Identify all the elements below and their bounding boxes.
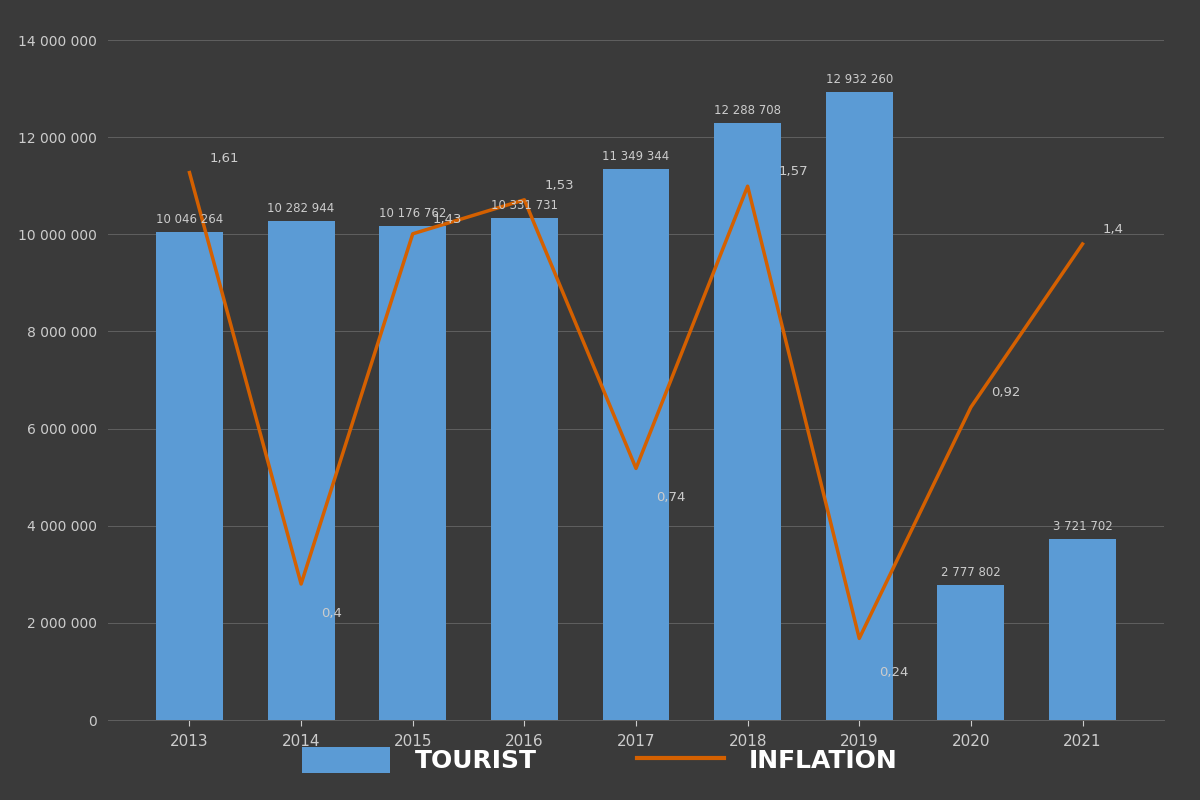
INFLATION <box>182 168 197 178</box>
Text: 10 176 762: 10 176 762 <box>379 207 446 220</box>
Bar <box>714 123 781 720</box>
INFLATION <box>294 579 308 589</box>
Text: 0,24: 0,24 <box>880 666 908 679</box>
Text: 1,4: 1,4 <box>1103 223 1123 236</box>
Text: 0,92: 0,92 <box>991 386 1020 399</box>
Text: 10 331 731: 10 331 731 <box>491 199 558 212</box>
Text: 0,4: 0,4 <box>322 606 342 620</box>
Bar <box>826 92 893 720</box>
INFLATION <box>964 402 978 412</box>
Text: 1,61: 1,61 <box>210 151 239 165</box>
Bar <box>379 226 446 720</box>
Bar <box>1049 539 1116 720</box>
Legend: TOURIST, INFLATION: TOURIST, INFLATION <box>292 738 908 783</box>
Text: 1,53: 1,53 <box>545 178 574 192</box>
Text: 12 932 260: 12 932 260 <box>826 73 893 86</box>
Text: 0,74: 0,74 <box>656 491 685 504</box>
Text: 1,43: 1,43 <box>433 213 462 226</box>
Text: 11 349 344: 11 349 344 <box>602 150 670 163</box>
Text: 12 288 708: 12 288 708 <box>714 104 781 118</box>
Text: 10 282 944: 10 282 944 <box>268 202 335 214</box>
INFLATION <box>740 182 755 191</box>
Bar <box>268 221 335 720</box>
INFLATION <box>517 195 532 205</box>
INFLATION <box>852 634 866 643</box>
Bar <box>937 585 1004 720</box>
Bar <box>156 232 223 720</box>
INFLATION <box>1075 239 1090 249</box>
Bar <box>491 218 558 720</box>
INFLATION <box>406 229 420 238</box>
Text: 3 721 702: 3 721 702 <box>1052 521 1112 534</box>
Text: 1,57: 1,57 <box>779 165 809 178</box>
Text: 10 046 264: 10 046 264 <box>156 214 223 226</box>
Bar <box>602 169 670 720</box>
INFLATION <box>629 464 643 474</box>
Text: 2 777 802: 2 777 802 <box>941 566 1001 579</box>
Line: INFLATION: INFLATION <box>190 173 1082 638</box>
